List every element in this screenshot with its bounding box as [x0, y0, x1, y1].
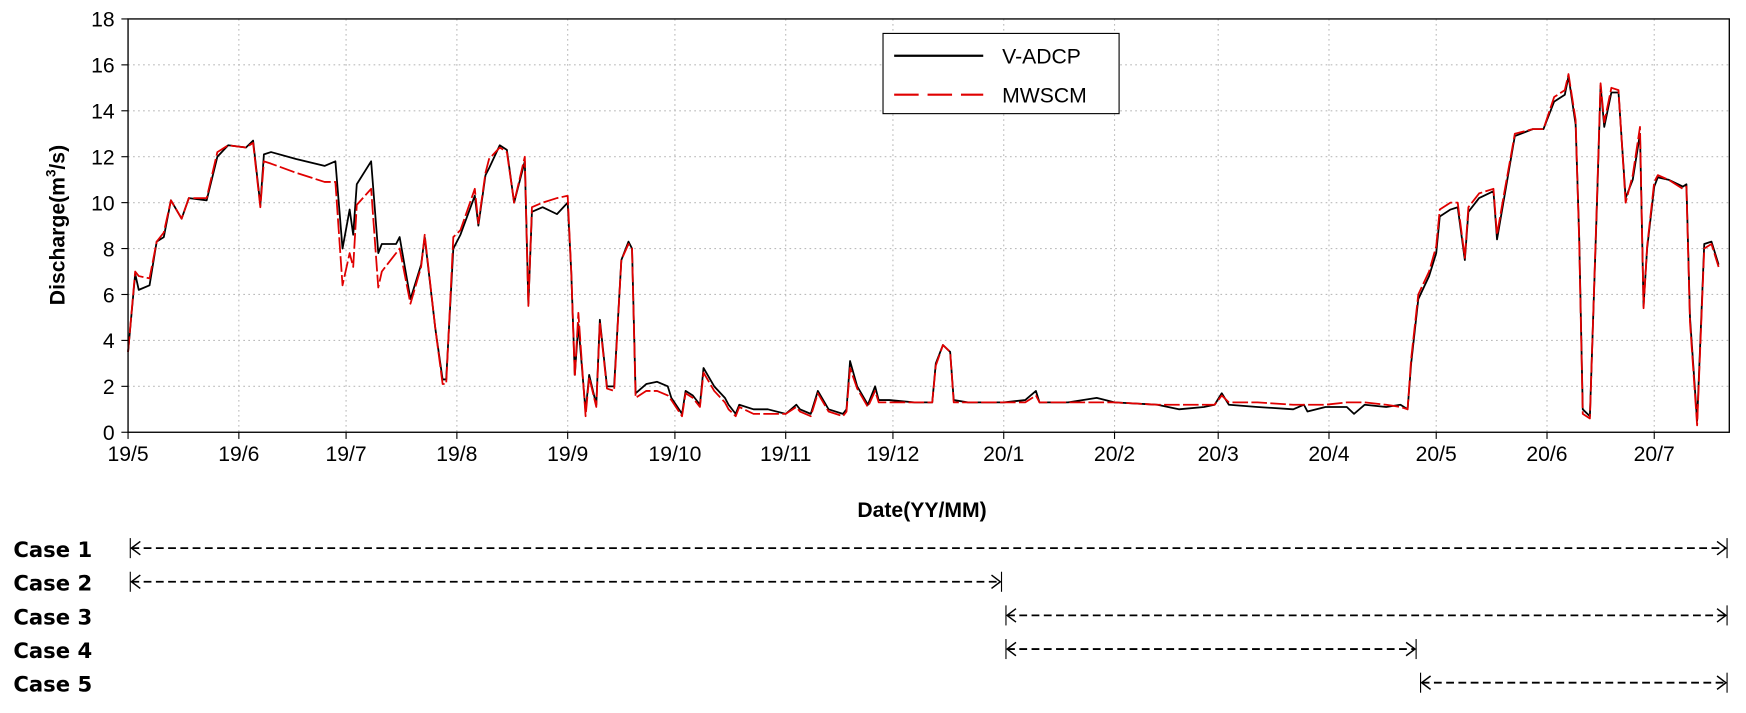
- case-label: Case 1: [13, 537, 92, 562]
- series-line-v-adcp: [127, 75, 1720, 422]
- y-tick-label: 2: [103, 376, 115, 399]
- legend-box: [882, 32, 1120, 115]
- case-periods: Case 1 Case 2 Case 3 Case 4 Case 5: [13, 537, 1728, 697]
- x-tick-label: 20/1: [983, 443, 1024, 466]
- plot-frame: [127, 18, 1730, 433]
- y-tick-label: 14: [91, 101, 115, 124]
- x-tick-label: 19/10: [648, 443, 701, 466]
- x-tick-label: 19/12: [866, 443, 919, 466]
- series-line-mwscm: [127, 73, 1720, 427]
- y-tick-label: 12: [91, 147, 115, 170]
- case-label: Case 4: [13, 638, 92, 663]
- legend-label-mwscm: MWSCM: [1002, 84, 1087, 107]
- x-tick-label: 19/9: [547, 443, 588, 466]
- legend-label-v-adcp: V-ADCP: [1002, 45, 1081, 68]
- x-tick-label: 19/6: [218, 443, 259, 466]
- x-tick-label: 19/8: [436, 443, 477, 466]
- case-label: Case 2: [13, 571, 92, 596]
- x-tick-label: 20/4: [1308, 443, 1349, 466]
- x-tick-label: 20/3: [1198, 443, 1239, 466]
- y-tick-label: 6: [103, 284, 115, 307]
- x-tick-label: 20/2: [1094, 443, 1135, 466]
- y-axis-label: Discharge(m3/s): [44, 145, 70, 305]
- x-tick-label: 19/11: [760, 443, 811, 466]
- y-tick-label: 0: [103, 422, 115, 445]
- x-tick-label: 20/7: [1634, 443, 1675, 466]
- case-label: Case 5: [13, 672, 92, 697]
- series-lines: [127, 73, 1720, 427]
- y-tick-label: 4: [103, 330, 115, 353]
- x-axis-label: Date(YY/MM): [857, 499, 986, 522]
- y-tick-label: 16: [91, 55, 115, 78]
- x-tick-label: 19/7: [325, 443, 366, 466]
- y-tick-label: 10: [91, 192, 115, 215]
- y-tick-label: 18: [91, 9, 115, 32]
- case-label: Case 3: [13, 604, 92, 629]
- x-tick-label: 19/5: [107, 443, 148, 466]
- legend: V-ADCP MWSCM: [882, 32, 1120, 115]
- y-axis-ticks: 0 2 4 6 8 10 12 14 16 18: [91, 9, 129, 445]
- x-tick-label: 20/6: [1526, 443, 1567, 466]
- y-tick-label: 8: [103, 238, 115, 261]
- x-tick-label: 20/5: [1416, 443, 1457, 466]
- x-axis-ticks: 19/5 19/6 19/7 19/8 19/9 19/10 19/11 19/12 20/1 2…: [107, 432, 1675, 466]
